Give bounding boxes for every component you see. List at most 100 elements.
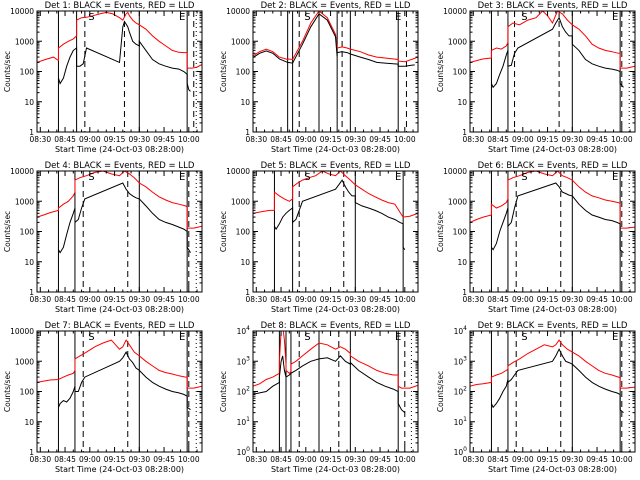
x-tick-label: 10:00 [611,455,633,464]
x-tick-label: 09:30 [128,455,150,464]
flag-end-label: E [179,172,185,183]
x-tick-label: 09:30 [561,455,583,464]
series-line-events [253,355,406,413]
x-tick-label: 10:00 [394,295,416,304]
flag-end-label: E [179,12,185,23]
vertical-markers [57,11,197,132]
series-line-events [58,351,191,411]
chart-title: Det 2: BLACK = Events, RED = LLD [261,1,411,11]
x-tick-label: 09:45 [153,135,175,144]
series-line-lld [37,339,202,389]
y-tick-label: 100 [237,446,251,457]
chart-title: Det 8: BLACK = Events, RED = LLD [261,321,411,331]
x-axis-label: Start Time (24-Oct-03 08:28:00) [271,465,400,474]
y-tick-label: 100 [20,388,35,397]
y-tick-label: 100 [453,68,468,77]
x-tick-label: 08:30 [245,455,267,464]
x-tick-label: 10:00 [394,455,416,464]
y-axis-label: Counts/sec [219,371,228,412]
vertical-markers [57,331,197,452]
x-tick-label: 10:00 [178,295,200,304]
x-tick-label: 09:45 [369,455,391,464]
flag-start-label: S [88,12,94,23]
x-tick-label: 10:00 [178,455,200,464]
x-tick-label: 08:45 [487,135,509,144]
y-tick-label: 1 [29,288,34,297]
y-tick-label: 1 [245,128,250,137]
y-tick-label: 10000 [10,7,34,16]
flag-start-label: S [521,172,527,183]
x-tick-label: 09:00 [295,135,317,144]
vertical-markers [490,171,630,292]
chart-title: Det 4: BLACK = Events, RED = LLD [45,161,195,171]
y-axis-label: Counts/sec [219,51,228,92]
x-tick-label: 09:00 [512,135,534,144]
y-tick-label: 100 [20,68,35,77]
y-tick-label: 10000 [443,7,467,16]
x-tick-label: 09:30 [561,135,583,144]
y-tick-label: 10 [24,98,34,107]
x-tick-label: 09:15 [320,135,342,144]
x-tick-label: 10:00 [611,295,633,304]
x-tick-label: 09:30 [344,135,366,144]
y-tick-label: 1000 [15,357,34,366]
y-axis-label: Counts/sec [436,51,445,92]
y-tick-label: 1 [29,448,34,457]
flag-end-label: E [612,172,618,183]
x-axis-label: Start Time (24-Oct-03 08:28:00) [55,465,184,474]
x-axis-label: Start Time (24-Oct-03 08:28:00) [488,305,617,314]
vertical-markers [57,171,197,292]
x-tick-label: 09:00 [79,295,101,304]
x-tick-label: 09:00 [295,295,317,304]
y-tick-label: 100 [236,68,251,77]
y-tick-label: 1 [462,288,467,297]
y-tick-label: 1 [29,128,34,137]
chart-title: Det 6: BLACK = Events, RED = LLD [478,161,628,171]
x-tick-label: 09:00 [295,455,317,464]
vertical-markers [278,331,412,452]
x-tick-label: 09:15 [320,295,342,304]
x-tick-label: 09:30 [128,135,150,144]
y-tick-label: 103 [237,355,251,366]
y-tick-label: 10 [24,258,34,267]
x-tick-label: 09:45 [586,135,608,144]
x-tick-label: 08:30 [29,455,51,464]
y-tick-label: 10000 [226,167,250,176]
y-tick-label: 10 [240,258,250,267]
y-tick-label: 10 [240,98,250,107]
x-tick-label: 09:00 [79,455,101,464]
x-tick-label: 09:15 [537,455,559,464]
x-tick-label: 08:30 [29,135,51,144]
y-tick-label: 1 [462,128,467,137]
flag-start-label: S [88,332,94,343]
flag-end-label: E [395,172,401,183]
series-line-events [490,16,624,89]
series-line-lld [470,11,635,69]
y-axis-label: Counts/sec [219,211,228,252]
flag-start-label: S [304,332,310,343]
chart-title: Det 1: BLACK = Events, RED = LLD [45,1,195,11]
series-line-events [490,182,624,253]
x-tick-label: 08:30 [462,455,484,464]
chart-title: Det 5: BLACK = Events, RED = LLD [261,161,411,171]
x-tick-label: 08:45 [270,295,292,304]
x-tick-label: 09:15 [537,295,559,304]
vertical-markers [287,11,407,132]
x-tick-label: 09:45 [369,295,391,304]
y-tick-label: 100 [236,228,251,237]
x-tick-label: 08:30 [462,135,484,144]
y-tick-label: 1000 [231,37,250,46]
y-tick-label: 104 [454,325,468,336]
x-tick-label: 09:00 [512,295,534,304]
flag-end-label: E [395,332,401,343]
x-tick-label: 09:15 [537,135,559,144]
series-line-events [273,179,406,250]
x-tick-label: 09:45 [586,455,608,464]
x-axis-label: Start Time (24-Oct-03 08:28:00) [271,145,400,154]
